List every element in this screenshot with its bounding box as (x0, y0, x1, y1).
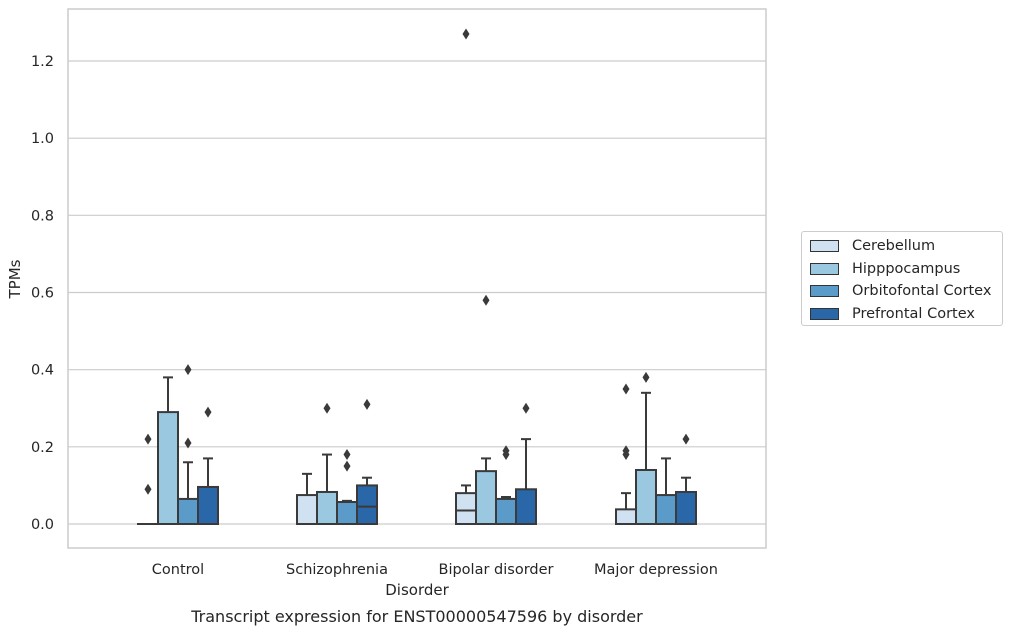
box-marks (137, 28, 697, 526)
box-prefrontal-cortex (197, 406, 219, 525)
box-orbitofontal-cortex (177, 364, 199, 526)
outlier-point (184, 437, 192, 449)
box-hipppocampus (635, 371, 657, 526)
box-prefrontal-cortex (515, 402, 537, 525)
box-body (615, 508, 637, 526)
legend-item: Orbitofontal Cortex (810, 282, 991, 300)
outlier-point (144, 483, 152, 495)
y-tick-label: 1.0 (31, 131, 54, 147)
box-body (515, 488, 537, 525)
box-orbitofontal-cortex (495, 445, 517, 526)
legend-swatch (810, 240, 839, 252)
y-tick-label: 0.8 (31, 208, 54, 224)
outlier-point (622, 383, 630, 395)
box-body (356, 484, 378, 525)
box-body (635, 468, 657, 526)
outlier-point (522, 402, 530, 414)
box-cerebellum (296, 472, 318, 525)
chart-legend: Cerebellum Hipppocampus Orbitofontal Corte… (801, 231, 1003, 326)
outlier-point (642, 371, 650, 383)
y-tick-label: 1.2 (31, 54, 54, 70)
legend-item: Cerebellum (810, 237, 935, 255)
y-tick-label: 0.4 (31, 363, 54, 379)
chart-caption: Transcript expression for ENST0000054759… (190, 607, 643, 626)
legend-item: Hipppocampus (810, 260, 960, 278)
box-cerebellum (615, 383, 637, 526)
box-body (655, 494, 677, 525)
outlier-point (144, 433, 152, 445)
box-body (316, 490, 338, 525)
legend-label: Orbitofontal Cortex (852, 283, 992, 300)
box-body (177, 497, 199, 526)
y-axis-label: TPMs (6, 259, 24, 299)
box-prefrontal-cortex (356, 398, 378, 525)
box-body (675, 490, 697, 525)
box-orbitofontal-cortex (336, 449, 358, 526)
legend-label: Prefrontal Cortex (852, 306, 975, 323)
x-tick-label: Major depression (594, 562, 718, 578)
y-tick-label: 0.6 (31, 286, 54, 302)
outlier-point (363, 398, 371, 410)
y-tick-label: 0.0 (31, 517, 54, 533)
box-hipppocampus (475, 294, 497, 526)
x-tick-label: Schizophrenia (286, 562, 388, 578)
x-tick-labels: Control Schizophrenia Bipolar disorder Majo… (152, 562, 718, 578)
box-body (475, 470, 497, 526)
y-tick-label: 0.2 (31, 440, 54, 456)
legend-swatch (810, 308, 839, 321)
box-orbitofontal-cortex (655, 457, 677, 525)
legend-item: Prefrontal Cortex (810, 305, 975, 323)
box-body (495, 497, 517, 526)
legend-label: Hipppocampus (852, 260, 961, 277)
plot-frame (67, 8, 767, 549)
x-tick-label: Control (152, 562, 204, 578)
outlier-point (343, 449, 351, 461)
plot-area-border (67, 8, 767, 549)
box-body (157, 411, 179, 526)
box-hipppocampus (316, 402, 338, 525)
gridlines (68, 60, 766, 525)
outlier-point (462, 28, 470, 40)
outlier-point (482, 294, 490, 306)
outlier-point (184, 364, 192, 376)
y-tick-labels: 0.0 0.2 0.4 0.6 0.8 1.0 1.2 (31, 54, 54, 533)
outlier-point (343, 460, 351, 472)
box-body (455, 492, 477, 525)
outlier-point (682, 433, 690, 445)
box-body (296, 494, 318, 525)
box-prefrontal-cortex (675, 433, 697, 525)
box-body (336, 501, 358, 526)
outlier-point (622, 449, 630, 461)
box-body (197, 485, 219, 525)
outlier-point (204, 406, 212, 418)
x-axis-label: Disorder (385, 581, 449, 599)
box-cerebellum (455, 28, 477, 525)
legend-swatch (810, 262, 839, 275)
box-cerebellum (137, 433, 159, 526)
x-tick-label: Bipolar disorder (439, 562, 554, 578)
outlier-point (502, 449, 510, 461)
outlier-point (323, 402, 331, 414)
box-hipppocampus (157, 376, 179, 526)
legend-label: Cerebellum (852, 238, 936, 254)
legend-swatch (810, 285, 839, 298)
